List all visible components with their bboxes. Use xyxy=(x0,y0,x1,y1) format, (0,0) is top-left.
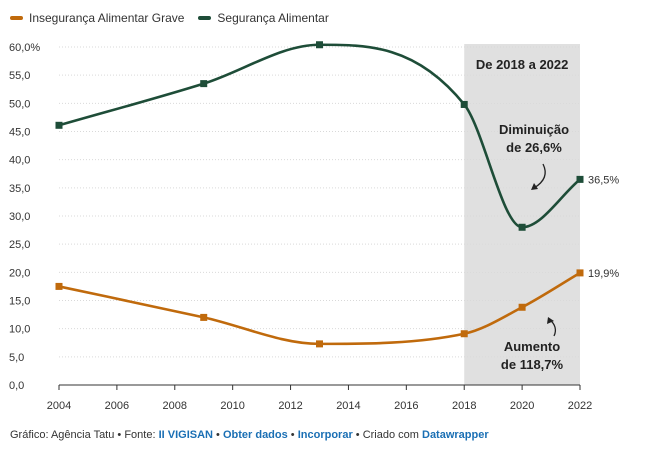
datawrapper-link[interactable]: Datawrapper xyxy=(422,429,489,441)
end-value-label: 36,5% xyxy=(588,174,619,186)
annotation-decrease-arrow xyxy=(533,163,546,189)
legend-label-security: Segurança Alimentar xyxy=(217,11,329,25)
annotation-increase-line1: Aumento xyxy=(504,339,560,354)
annotation-decrease-arrowhead xyxy=(531,183,538,190)
line-chart: De 2018 a 2022 0,0 5,0 10,0 15,0 20,0 25,0 30,0… xyxy=(9,41,619,412)
data-point-security xyxy=(200,80,208,88)
y-tick-label: 45,0 xyxy=(9,127,30,139)
footer-bullet: • xyxy=(287,429,298,441)
data-point-insecurity xyxy=(200,313,208,321)
chart-legend: Insegurança Alimentar Grave Segurança Al… xyxy=(10,9,343,27)
y-tick-label: 40,0 xyxy=(9,155,30,167)
y-tick-label: 10,0 xyxy=(9,324,30,336)
y-tick-label: 50,0 xyxy=(9,98,30,110)
footer-created-with: • Criado com xyxy=(352,429,422,441)
data-point-security xyxy=(316,41,323,49)
x-tick-label: 2014 xyxy=(336,400,360,412)
source-link[interactable]: II VIGISAN xyxy=(158,429,213,441)
chart-footer: Gráfico: Agência Tatu • Fonte: II VIGISA… xyxy=(10,429,489,441)
footer-credit: Gráfico: Agência Tatu • Fonte: xyxy=(10,429,159,441)
x-tick-label: 2008 xyxy=(163,400,187,412)
y-tick-label: 5,0 xyxy=(9,352,24,364)
y-tick-label: 25,0 xyxy=(9,239,30,251)
legend-item-insecurity: Insegurança Alimentar Grave xyxy=(10,11,184,25)
x-tick-label: 2010 xyxy=(220,400,244,412)
data-point-insecurity xyxy=(576,269,584,277)
x-tick-label: 2022 xyxy=(568,400,592,412)
y-tick-label: 0,0 xyxy=(9,380,24,392)
data-point-security xyxy=(518,223,526,231)
data-point-insecurity xyxy=(518,303,526,311)
annotation-decrease-line2: de 26,6% xyxy=(506,140,562,155)
x-tick-label: 2006 xyxy=(105,400,129,412)
x-tick-label: 2016 xyxy=(394,400,418,412)
y-tick-label: 15,0 xyxy=(9,296,30,308)
data-point-insecurity xyxy=(316,340,323,348)
y-tick-label: 55,0 xyxy=(9,70,30,82)
legend-item-security: Segurança Alimentar xyxy=(198,11,329,25)
data-point-insecurity xyxy=(460,330,468,338)
highlight-label: De 2018 a 2022 xyxy=(476,57,569,72)
x-tick-label: 2018 xyxy=(452,400,476,412)
y-tick-label: 35,0 xyxy=(9,183,30,195)
annotation-increase-arrowhead xyxy=(547,317,554,324)
footer-bullet: • xyxy=(212,429,223,441)
x-tick-label: 2020 xyxy=(510,400,534,412)
get-data-link[interactable]: Obter dados xyxy=(222,429,288,441)
data-point-security xyxy=(55,121,63,129)
annotation-increase-line2: de 118,7% xyxy=(501,357,564,372)
end-value-label: 19,9% xyxy=(588,268,619,280)
x-tick-label: 2004 xyxy=(47,400,71,412)
data-point-insecurity xyxy=(55,282,63,290)
y-tick-label: 30,0 xyxy=(9,211,30,223)
legend-label-insecurity: Insegurança Alimentar Grave xyxy=(29,11,185,25)
highlight-band xyxy=(464,44,580,385)
x-tick-label: 2012 xyxy=(278,400,302,412)
y-tick-label: 60,0% xyxy=(9,42,40,54)
annotation-decrease-line1: Diminuição xyxy=(499,122,569,137)
embed-link[interactable]: Incorporar xyxy=(297,429,353,441)
legend-swatch-insecurity xyxy=(10,16,23,20)
y-tick-label: 20,0 xyxy=(9,267,30,279)
legend-swatch-security xyxy=(198,16,212,20)
data-point-security xyxy=(460,100,468,108)
data-point-security xyxy=(576,175,584,183)
